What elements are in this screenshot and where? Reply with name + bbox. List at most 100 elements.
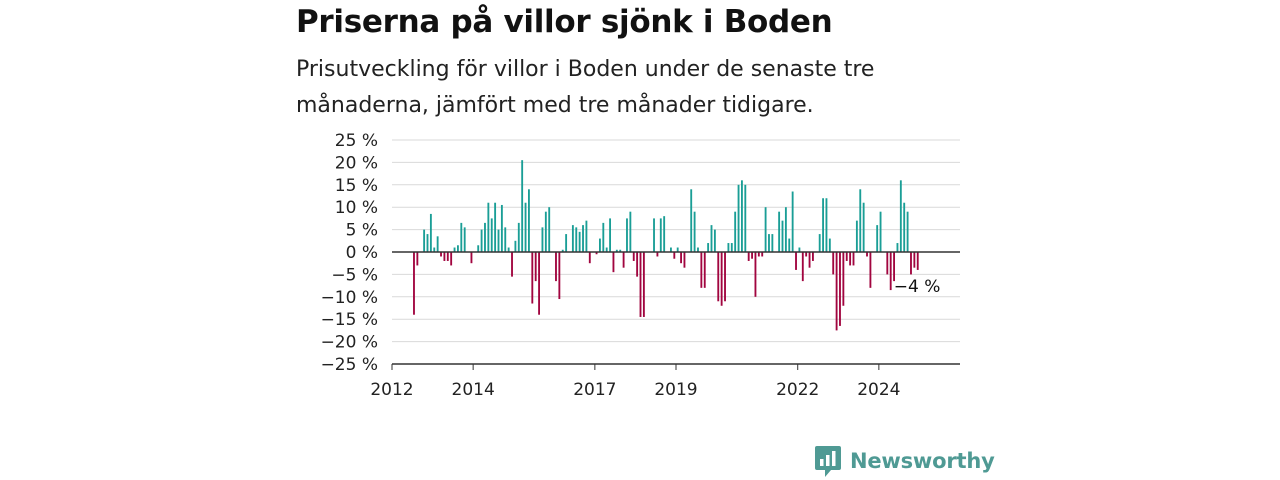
bar: [818, 234, 821, 252]
bar: [916, 252, 919, 270]
bar: [571, 225, 574, 252]
bar: [896, 243, 899, 252]
bar: [805, 252, 808, 257]
bar: [653, 218, 655, 252]
bar: [734, 211, 737, 252]
y-tick-label: 5 %: [346, 221, 378, 241]
bar: [497, 229, 500, 252]
x-tick-label: 2014: [452, 380, 495, 400]
bar-chart: 25 %20 % 15 %10 % 5 %0 %−5 % −10 %−15 % −20 …: [321, 131, 960, 400]
bar: [903, 202, 906, 252]
chart-title: Priserna på villor sjönk i Boden: [296, 4, 833, 40]
bar: [761, 252, 764, 257]
x-axis-ticks: 2012 2014 2017 2019 2022 2024: [370, 364, 900, 400]
bar: [754, 252, 757, 297]
axes: [392, 251, 960, 365]
bar: [612, 252, 615, 273]
bar: [521, 160, 524, 252]
bar: [561, 249, 564, 252]
x-tick-label: 2012: [370, 380, 413, 400]
bar: [778, 211, 781, 252]
newsworthy-logo-icon: [815, 446, 841, 477]
bar: [781, 220, 784, 252]
bar: [812, 252, 814, 261]
bar: [484, 222, 486, 252]
bar: [416, 252, 419, 266]
bar: [531, 252, 534, 304]
bar: [619, 249, 622, 252]
bar: [538, 252, 540, 315]
y-tick-label: 25 %: [335, 131, 378, 151]
bar: [757, 252, 760, 257]
bar: [866, 252, 868, 257]
bar: [899, 180, 902, 252]
bar: [869, 252, 872, 288]
bar: [463, 227, 466, 252]
y-tick-label: 0 %: [346, 243, 378, 263]
bar: [548, 207, 551, 252]
bar: [565, 234, 568, 252]
x-tick-label: 2024: [857, 380, 900, 400]
bar: [764, 207, 767, 252]
bar: [825, 198, 828, 252]
bar: [514, 240, 517, 252]
bar: [480, 229, 483, 252]
bar: [697, 247, 699, 252]
bar: [544, 211, 547, 252]
bar: [788, 238, 791, 252]
brand-name: Newsworthy: [850, 449, 995, 473]
y-tick-label: 10 %: [335, 198, 378, 218]
bar: [893, 252, 895, 282]
x-tick-label: 2022: [776, 380, 819, 400]
bar: [822, 198, 824, 252]
bar: [524, 202, 527, 252]
bar: [876, 225, 879, 252]
bar: [426, 234, 429, 252]
bar: [855, 220, 858, 252]
bar: [845, 252, 848, 261]
newsworthy-logo[interactable]: Newsworthy: [814, 444, 995, 478]
bar: [906, 211, 909, 252]
bar: [730, 243, 733, 252]
bar: [599, 238, 601, 252]
bar: [588, 252, 591, 264]
bar: [413, 252, 415, 315]
y-tick-label: −5 %: [331, 265, 378, 285]
x-tick-label: 2017: [573, 380, 616, 400]
bar: [429, 213, 432, 252]
bar: [835, 252, 838, 331]
bar: [615, 249, 618, 252]
bar: [741, 180, 743, 252]
bar: [517, 222, 520, 252]
bar: [460, 222, 463, 252]
bar: [670, 247, 672, 252]
bar: [710, 225, 713, 252]
bar: [436, 236, 439, 252]
bar: [457, 245, 459, 252]
bar: [632, 252, 635, 261]
y-tick-label: −25 %: [321, 355, 378, 375]
bar: [659, 218, 662, 252]
x-tick-label: 2019: [654, 380, 697, 400]
bar: [720, 252, 723, 306]
y-tick-label: 15 %: [335, 176, 378, 196]
bar: [470, 252, 473, 264]
bar: [676, 247, 679, 252]
bar: [541, 227, 544, 252]
bar: [663, 216, 666, 252]
y-tick-label: −15 %: [321, 310, 378, 330]
bar: [626, 218, 628, 252]
bar: [507, 247, 510, 252]
bar: [744, 184, 747, 252]
bar: [852, 252, 855, 266]
bar: [433, 247, 436, 252]
bar: [500, 204, 503, 252]
y-tick-label: −10 %: [321, 288, 378, 308]
bar: [751, 252, 753, 259]
last-value-label: −4 %: [894, 277, 941, 297]
bar: [839, 252, 841, 326]
bar: [707, 243, 710, 252]
y-tick-label: 20 %: [335, 153, 378, 173]
bar: [798, 247, 801, 252]
bar: [913, 252, 916, 268]
